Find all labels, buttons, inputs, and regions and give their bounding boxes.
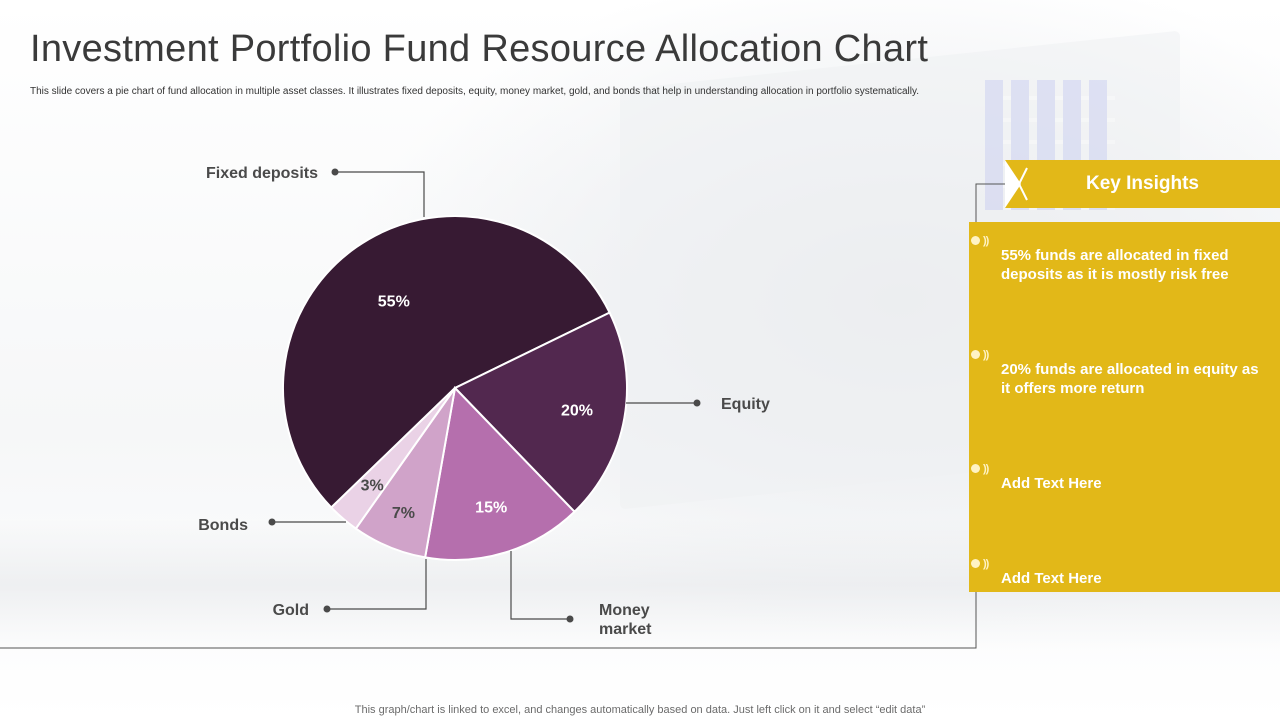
leader-dot-money-market (566, 615, 574, 623)
leader-line-gold (328, 559, 427, 610)
double-chevron-icon: )) (983, 463, 989, 475)
category-label-bonds: Bonds (198, 517, 248, 534)
insight-text: Add Text Here (1001, 570, 1102, 587)
leader-dot-gold (323, 605, 331, 613)
pie-percent-label-money-market: 15% (475, 499, 507, 516)
pie-slices[interactable] (282, 215, 628, 561)
double-chevron-icon: )) (983, 235, 989, 247)
leader-line-fixed-deposits (336, 171, 425, 217)
double-chevron-icon: )) (983, 349, 989, 361)
bullet-dot-icon (971, 464, 980, 473)
key-insights-title: Key Insights (1086, 173, 1199, 194)
category-label-money-market-line1: Money (599, 602, 650, 619)
page-subtitle: This slide covers a pie chart of fund al… (30, 86, 919, 97)
pie-slice-money-market[interactable] (423, 385, 576, 561)
pie-slice-equity[interactable] (453, 311, 628, 514)
insight-text: Add Text Here (1001, 475, 1102, 492)
double-chevron-icon: )) (983, 558, 989, 570)
pie-percent-label-fixed-deposits: 55% (378, 294, 410, 311)
category-label-gold: Gold (273, 602, 309, 619)
pie-percent-label-bonds: 3% (361, 478, 384, 495)
leader-dot-bonds (268, 518, 276, 526)
leader-dot-fixed-deposits (331, 168, 339, 176)
leader-dot-equity (693, 399, 701, 407)
category-label-equity: Equity (721, 396, 770, 413)
pie-percent-label-gold: 7% (392, 505, 415, 522)
pie-percent-label-equity: 20% (561, 403, 593, 420)
bullet-dot-icon (971, 236, 980, 245)
pie-slice-fixed-deposits[interactable] (282, 215, 611, 509)
pie-percent-labels: 55% 20% 15% 7% 3% (361, 294, 593, 522)
key-insights-header: Key Insights (1005, 160, 1280, 208)
insight-text: 55% funds are allocated in fixed deposit… (1001, 247, 1229, 283)
page-title: Investment Portfolio Fund Resource Alloc… (30, 28, 929, 70)
key-insights-panel: )) 55% funds are allocated in fixed depo… (969, 222, 1280, 592)
category-label-money-market-line2: market (599, 621, 652, 638)
category-label-fixed-deposits: Fixed deposits (206, 165, 318, 182)
pie-slice-bonds[interactable] (329, 387, 456, 530)
leader-line-money-market (510, 551, 568, 620)
insight-text: 20% funds are allocated in equity as it … (1001, 361, 1259, 397)
footer-note: This graph/chart is linked to excel, and… (354, 704, 926, 716)
category-labels: Fixed deposits Equity Money market Gold … (198, 165, 770, 638)
chevron-left-icon (1005, 160, 1033, 208)
bullet-dot-icon (971, 350, 980, 359)
bullet-dot-icon (971, 559, 980, 568)
